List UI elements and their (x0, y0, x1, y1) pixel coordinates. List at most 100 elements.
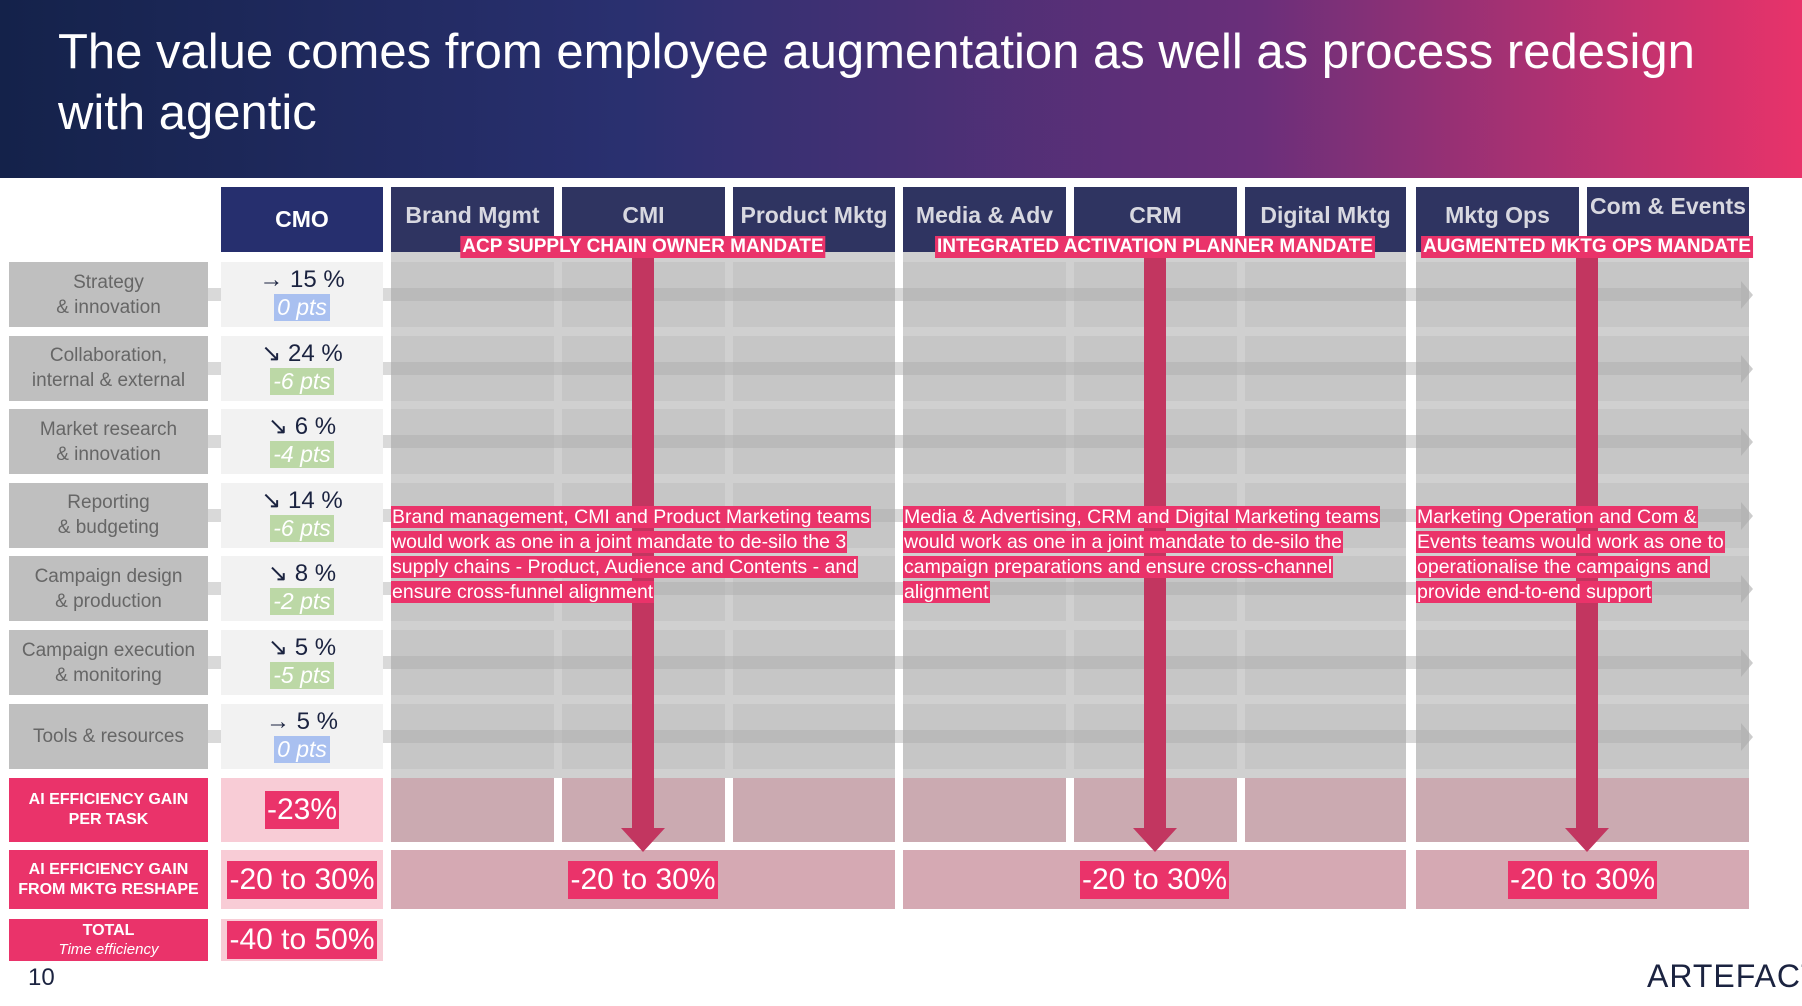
grid-cell (391, 409, 554, 475)
grid-cell (1416, 335, 1579, 401)
cmo-task-cell: → 5 % 0 pts (221, 703, 383, 769)
per-task-value: -23% (264, 791, 340, 829)
group-reshape-cell: -20 to 30% (391, 850, 895, 909)
grid-cell (1245, 630, 1406, 695)
grid-cell (391, 335, 554, 401)
grid-cell (1587, 335, 1749, 401)
ai-gain-per-task-label: AI EFFICIENCY GAIN PER TASK (9, 778, 208, 842)
mandate-description: Brand management, CMI and Product Market… (391, 505, 891, 605)
row-flow-band (208, 729, 1741, 743)
task-delta-badge: -6 pts (270, 514, 334, 542)
total-value: -40 to 50% (227, 921, 377, 959)
group-reshape-cell: -20 to 30% (1416, 850, 1749, 909)
mandate-description: Media & Advertising, CRM and Digital Mar… (903, 505, 1403, 605)
row-flow-arrowhead-icon (1741, 575, 1753, 604)
task-share: ↘ 24 % (261, 339, 343, 367)
cmo-task-cell: ↘ 14 % -6 pts (221, 482, 383, 548)
mandate-arrowhead-icon (621, 828, 665, 852)
task-delta-badge: 0 pts (274, 735, 330, 763)
grid-cell (903, 335, 1066, 401)
mandate-arrowhead-icon (1133, 828, 1177, 852)
slide-title: The value comes from employee augmentati… (58, 25, 1695, 140)
task-share: ↘ 5 % (267, 634, 337, 661)
mandate-arrowhead-icon (1565, 828, 1609, 852)
task-share: ↘ 8 % (267, 560, 337, 588)
task-delta-badge: -6 pts (270, 367, 334, 395)
grid-cell (733, 262, 895, 327)
task-delta-badge: -5 pts (270, 662, 334, 689)
cmo-task-cell: ↘ 5 % -5 pts (221, 630, 383, 695)
grid-cell (903, 409, 1066, 475)
row-flow-arrowhead-icon (1741, 501, 1753, 530)
grid-cell (1245, 703, 1406, 769)
row-flow-band (208, 435, 1741, 449)
grid-cell (903, 262, 1066, 327)
grid-cell (391, 262, 554, 327)
total-title: TOTAL (82, 922, 135, 939)
grid-cell (1245, 409, 1406, 475)
row-flow-arrowhead-icon (1741, 354, 1753, 383)
reshape-value: -20 to 30% (227, 860, 377, 899)
mandate-label: INTEGRATED ACTIVATION PLANNER MANDATE (935, 236, 1375, 258)
task-share: → 15 % (259, 266, 345, 293)
description-text: Media & Advertising, CRM and Digital Mar… (903, 506, 1380, 603)
group-reshape-value: -20 to 30% (568, 860, 718, 899)
grid-cell (1587, 703, 1749, 769)
task-label: Strategy & innovation (9, 262, 208, 327)
task-label: Reporting & budgeting (9, 482, 208, 548)
cmo-task-cell: ↘ 24 % -6 pts (221, 335, 383, 401)
grid-cell (903, 703, 1066, 769)
title-banner (0, 0, 1802, 178)
grid-cell (903, 778, 1066, 842)
grid-cell (1416, 630, 1579, 695)
row-flow-band (208, 656, 1741, 669)
grid-cell (1245, 262, 1406, 327)
artefact-logo: ARTEFACT (1647, 958, 1802, 994)
grid-cell (733, 778, 895, 842)
task-delta-badge: -4 pts (270, 441, 334, 469)
grid-cell (733, 630, 895, 695)
task-label: Collaboration, internal & external (9, 335, 208, 401)
grid-cell (391, 630, 554, 695)
grid-cell (391, 703, 554, 769)
label-line: FROM MKTG RESHAPE (18, 880, 199, 898)
mandate-label: ACP SUPPLY CHAIN OWNER MANDATE (460, 236, 826, 258)
cmo-total-cell: -40 to 50% (221, 919, 383, 961)
task-label: Tools & resources (9, 703, 208, 769)
row-flow-band (208, 288, 1741, 301)
row-flow-arrowhead-icon (1741, 281, 1753, 309)
grid-cell (1587, 262, 1749, 327)
cmo-task-cell: → 15 % 0 pts (221, 262, 383, 327)
grid-cell (1587, 630, 1749, 695)
grid-cell (1416, 778, 1579, 842)
mandate-description: Marketing Operation and Com & Events tea… (1416, 505, 1746, 605)
task-label: Market research & innovation (9, 409, 208, 475)
grid-cell (1416, 262, 1579, 327)
group-reshape-value: -20 to 30% (1507, 860, 1658, 899)
column-header-cmo: CMO (221, 187, 383, 252)
total-subtitle: Time efficiency (58, 941, 159, 958)
task-label: Campaign execution & monitoring (9, 630, 208, 695)
cmo-task-cell: ↘ 8 % -2 pts (221, 556, 383, 622)
cmo-task-cell: ↘ 6 % -4 pts (221, 409, 383, 475)
grid-cell (1416, 409, 1579, 475)
ai-gain-reshape-label: AI EFFICIENCY GAIN FROM MKTG RESHAPE (9, 850, 208, 909)
grid-cell (733, 703, 895, 769)
grid-cell (903, 630, 1066, 695)
group-reshape-cell: -20 to 30% (903, 850, 1406, 909)
page-number: 10 (28, 964, 55, 991)
description-text: Marketing Operation and Com & Events tea… (1416, 506, 1725, 603)
grid-cell (1587, 778, 1749, 842)
task-share: → 5 % (265, 707, 339, 735)
cmo-per-task-cell: -23% (221, 778, 383, 842)
grid-cell (1587, 409, 1749, 475)
row-flow-arrowhead-icon (1741, 722, 1753, 751)
row-flow-arrowhead-icon (1741, 428, 1753, 457)
mandate-label: AUGMENTED MKTG OPS MANDATE (1421, 236, 1753, 258)
description-text: Brand management, CMI and Product Market… (391, 506, 871, 603)
label-line: AI EFFICIENCY GAIN (28, 791, 189, 808)
label-line: AI EFFICIENCY GAIN (28, 860, 189, 878)
label-line: PER TASK (68, 811, 149, 828)
task-label: Campaign design & production (9, 556, 208, 622)
task-share: ↘ 6 % (267, 413, 337, 441)
